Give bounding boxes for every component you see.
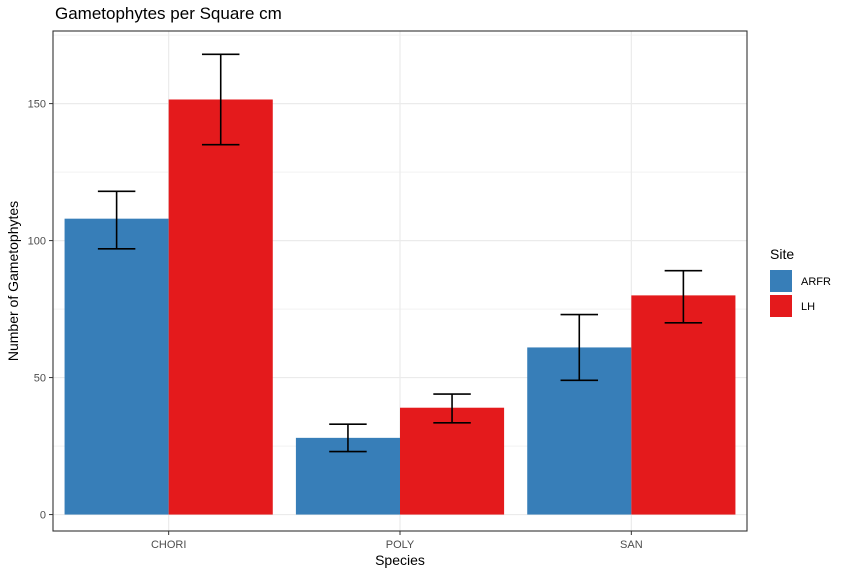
bar-lh-poly bbox=[400, 407, 505, 515]
chart-title: Gametophytes per Square cm bbox=[55, 4, 282, 23]
legend-title: Site bbox=[770, 246, 794, 262]
y-axis-title: Number of Gametophytes bbox=[5, 201, 21, 361]
x-tick-label: SAN bbox=[620, 539, 643, 551]
legend-label-arfr: ARFR bbox=[801, 276, 831, 288]
y-tick-label: 0 bbox=[40, 510, 46, 522]
legend-key-lh bbox=[770, 295, 792, 317]
x-axis-title: Species bbox=[375, 552, 425, 568]
y-tick-label: 150 bbox=[28, 99, 46, 111]
x-tick-label: POLY bbox=[386, 539, 415, 551]
bar-arfr-chori bbox=[64, 218, 169, 515]
x-tick-label: CHORI bbox=[151, 539, 186, 551]
legend-key-arfr bbox=[770, 270, 792, 292]
bar-lh-chori bbox=[168, 99, 273, 515]
y-tick-label: 50 bbox=[34, 373, 46, 385]
y-axis: 0 50 100 150 bbox=[28, 99, 53, 522]
y-tick-label: 100 bbox=[28, 236, 46, 248]
legend-label-lh: LH bbox=[801, 301, 815, 313]
bars-group bbox=[64, 99, 736, 515]
legend: Site ARFR LH bbox=[770, 246, 831, 317]
error-bars-group bbox=[97, 53, 703, 453]
bar-lh-san bbox=[631, 295, 736, 515]
x-axis: CHORI POLY SAN bbox=[151, 531, 643, 551]
